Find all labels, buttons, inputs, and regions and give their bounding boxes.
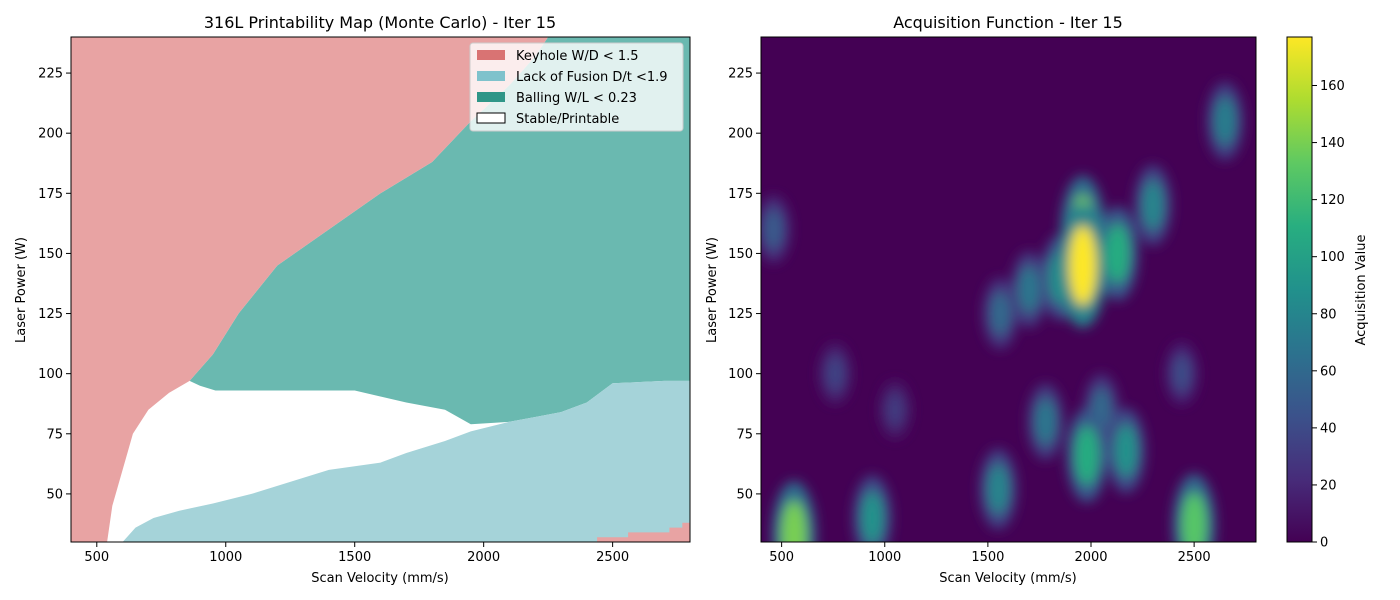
acquisition-x-tick-label: 500 [769, 550, 794, 565]
keyhole-corner-region [597, 522, 690, 542]
printability-y-tick-label: 200 [38, 127, 63, 142]
printability-y-tick-label: 225 [38, 67, 63, 82]
acquisition-panel: Acquisition Function - Iter 15 500 1000 15… [705, 13, 1369, 586]
legend-frame [469, 42, 684, 132]
acquisition-field [761, 82, 1244, 542]
legend-label-balling: Balling W/L < 0.23 [516, 91, 637, 106]
legend-swatch-keyhole [477, 50, 505, 60]
legend-label-stable: Stable/Printable [516, 112, 619, 127]
printability-map-title: 316L Printability Map (Monte Carlo) - It… [204, 13, 556, 32]
colorbar-tick-label: 140 [1320, 136, 1345, 151]
acquisition-y-tick-label: 175 [728, 187, 753, 202]
colorbar-label: Acquisition Value [1354, 234, 1369, 345]
acquisition-hotspot [763, 209, 784, 250]
acquisition-hotspot [1181, 492, 1207, 542]
acquisition-y-tick-label: 225 [728, 67, 753, 82]
acquisition-plot-frame [760, 36, 1257, 543]
printability-plot-frame [70, 36, 691, 543]
colorbar-gradient [1286, 36, 1313, 543]
legend-item-keyhole: Keyhole W/D < 1.5 [477, 49, 639, 64]
acquisition-x-axis-label: Scan Velocity (mm/s) [939, 571, 1077, 586]
legend-item-lack-of-fusion: Lack of Fusion D/t <1.9 [477, 70, 668, 85]
lack-of-fusion-region [122, 380, 690, 542]
legend-item-balling: Balling W/L < 0.23 [477, 91, 637, 106]
colorbar-tick-label: 40 [1320, 421, 1337, 436]
colorbar-tick-label: 0 [1320, 536, 1328, 551]
acquisition-x-tick-label: 1000 [868, 550, 901, 565]
acquisition-x-ticks: 500 1000 1500 2000 2500 [769, 542, 1211, 565]
legend-label-lack-of-fusion: Lack of Fusion D/t <1.9 [516, 70, 668, 85]
printability-y-ticks: 50 75 100 125 150 175 200 225 [38, 67, 71, 502]
printability-y-tick-label: 75 [46, 427, 63, 442]
acquisition-y-tick-label: 150 [728, 247, 753, 262]
acquisition-hotspot [781, 500, 807, 542]
printability-y-tick-label: 175 [38, 187, 63, 202]
acquisition-hotspot [1115, 424, 1138, 477]
acquisition-y-tick-label: 200 [728, 127, 753, 142]
acquisition-hotspot [1214, 97, 1236, 146]
acquisition-title: Acquisition Function - Iter 15 [893, 13, 1123, 32]
acquisition-hotspot [826, 356, 845, 392]
acquisition-x-tick-label: 1500 [971, 550, 1004, 565]
acquisition-y-tick-label: 100 [728, 367, 753, 382]
acquisition-hotspot [1035, 398, 1056, 445]
acquisition-hotspot [1142, 180, 1164, 230]
printability-y-tick-label: 50 [46, 487, 63, 502]
printability-map-panel: 316L Printability Map (Monte Carlo) - It… [14, 13, 691, 586]
acquisition-x-tick-label: 2000 [1074, 550, 1107, 565]
acquisition-y-tick-label: 50 [736, 487, 753, 502]
acquisition-y-tick-label: 75 [736, 427, 753, 442]
acquisition-hotspot [1018, 266, 1040, 313]
colorbar-tick-label: 80 [1320, 307, 1337, 322]
printability-x-tick-label: 2000 [467, 550, 500, 565]
legend-swatch-balling [477, 92, 505, 102]
printability-y-axis-label: Laser Power (W) [14, 237, 29, 343]
legend-item-stable: Stable/Printable [476, 112, 619, 127]
acquisition-hotspot [1106, 224, 1130, 283]
acquisition-hotspot [861, 491, 884, 542]
acquisition-y-ticks: 50 75 100 125 150 175 200 225 [728, 67, 761, 502]
printability-y-tick-label: 150 [38, 247, 63, 262]
acquisition-y-axis-label: Laser Power (W) [705, 237, 720, 343]
acquisition-hotspot [990, 292, 1011, 336]
legend-swatch-lack-of-fusion [477, 71, 505, 81]
printability-x-ticks: 500 1000 1500 2000 2500 [84, 542, 629, 565]
acquisition-y-tick-label: 125 [728, 307, 753, 322]
colorbar-tick-label: 100 [1320, 250, 1345, 265]
printability-x-tick-label: 1500 [338, 550, 371, 565]
printability-legend: Keyhole W/D < 1.5 Lack of Fusion D/t <1.… [469, 42, 684, 132]
acquisition-hotspot [1172, 355, 1192, 392]
acquisition-hotspot [987, 464, 1009, 514]
legend-swatch-stable [476, 112, 506, 124]
printability-x-tick-label: 500 [84, 550, 109, 565]
legend-label-keyhole: Keyhole W/D < 1.5 [516, 49, 639, 64]
colorbar-tick-label: 120 [1320, 193, 1345, 208]
colorbar-tick-label: 60 [1320, 364, 1337, 379]
printability-x-tick-label: 1000 [209, 550, 242, 565]
acquisition-hotspot [1075, 426, 1099, 485]
printability-x-axis-label: Scan Velocity (mm/s) [311, 571, 449, 586]
colorbar: 0 20 40 60 80 100 120 140 160 Acquisition Value [1286, 36, 1369, 551]
acquisition-hotspot [1068, 225, 1097, 306]
colorbar-tick-label: 20 [1320, 478, 1337, 493]
acquisition-x-tick-label: 2500 [1178, 550, 1211, 565]
printability-y-tick-label: 125 [38, 307, 63, 322]
keyhole-region [71, 37, 549, 542]
printability-regions [71, 37, 690, 542]
printability-y-tick-label: 100 [38, 367, 63, 382]
colorbar-tick-label: 160 [1320, 79, 1345, 94]
balling-region [189, 37, 690, 425]
colorbar-ticks: 0 20 40 60 80 100 120 140 160 [1312, 79, 1345, 551]
printability-x-tick-label: 2500 [596, 550, 629, 565]
acquisition-hotspot [886, 392, 905, 427]
